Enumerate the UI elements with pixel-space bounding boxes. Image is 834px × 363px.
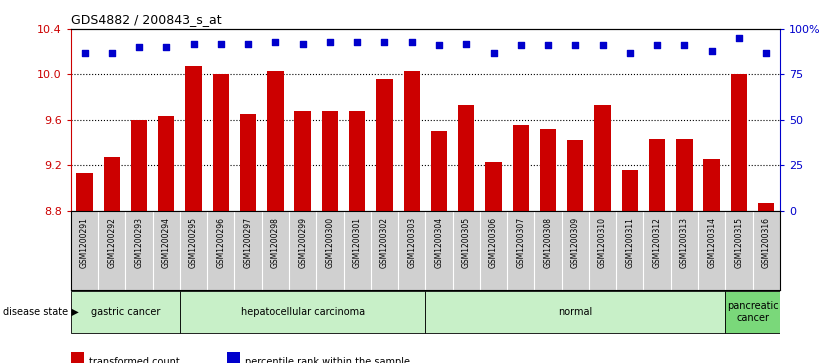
Text: GSM1200299: GSM1200299: [298, 217, 307, 268]
Point: [705, 48, 718, 54]
Text: normal: normal: [558, 307, 592, 317]
Text: GSM1200303: GSM1200303: [407, 217, 416, 268]
Bar: [322, 111, 338, 211]
Point: [242, 41, 255, 46]
Point: [487, 50, 500, 56]
Bar: [458, 105, 475, 211]
Text: GSM1200311: GSM1200311: [626, 217, 635, 268]
Point: [514, 42, 527, 48]
Point: [405, 39, 419, 45]
Bar: [131, 120, 148, 211]
Point: [350, 39, 364, 45]
Bar: [485, 162, 502, 211]
Bar: [227, 352, 239, 363]
Text: percentile rank within the sample: percentile rank within the sample: [244, 357, 409, 363]
Bar: [404, 71, 420, 211]
Point: [187, 41, 200, 46]
Bar: [376, 79, 393, 211]
Text: GSM1200298: GSM1200298: [271, 217, 280, 268]
Bar: [540, 129, 556, 211]
Text: pancreatic
cancer: pancreatic cancer: [726, 301, 778, 323]
Point: [541, 42, 555, 48]
Text: GSM1200310: GSM1200310: [598, 217, 607, 268]
Text: GSM1200315: GSM1200315: [735, 217, 743, 268]
Point: [159, 44, 173, 50]
Text: hepatocellular carcinoma: hepatocellular carcinoma: [240, 307, 364, 317]
Bar: [513, 126, 529, 211]
Point: [732, 35, 746, 41]
Point: [324, 39, 337, 45]
Bar: [649, 139, 666, 211]
Bar: [703, 159, 720, 211]
Text: GSM1200304: GSM1200304: [435, 217, 444, 268]
Text: GSM1200316: GSM1200316: [761, 217, 771, 268]
Text: GSM1200314: GSM1200314: [707, 217, 716, 268]
Point: [214, 41, 228, 46]
Text: GSM1200306: GSM1200306: [489, 217, 498, 268]
Bar: [77, 173, 93, 211]
Bar: [595, 105, 610, 211]
Text: GSM1200297: GSM1200297: [244, 217, 253, 268]
Text: GSM1200309: GSM1200309: [570, 217, 580, 268]
Text: GSM1200295: GSM1200295: [189, 217, 198, 268]
Point: [569, 42, 582, 48]
Text: GSM1200296: GSM1200296: [216, 217, 225, 268]
Text: GDS4882 / 200843_s_at: GDS4882 / 200843_s_at: [71, 13, 222, 26]
Point: [760, 50, 773, 56]
Bar: [103, 157, 120, 211]
Bar: [676, 139, 692, 211]
Text: GSM1200293: GSM1200293: [134, 217, 143, 268]
Bar: [431, 131, 447, 211]
Bar: [621, 170, 638, 211]
Bar: [158, 117, 174, 211]
Text: GSM1200313: GSM1200313: [680, 217, 689, 268]
Text: GSM1200305: GSM1200305: [462, 217, 470, 268]
Point: [460, 41, 473, 46]
Bar: [267, 71, 284, 211]
Text: GSM1200300: GSM1200300: [325, 217, 334, 268]
Text: GSM1200291: GSM1200291: [80, 217, 89, 268]
Point: [296, 41, 309, 46]
FancyBboxPatch shape: [180, 291, 425, 333]
Point: [269, 39, 282, 45]
Text: GSM1200301: GSM1200301: [353, 217, 362, 268]
Text: GSM1200312: GSM1200312: [652, 217, 661, 268]
Text: GSM1200302: GSM1200302: [380, 217, 389, 268]
Bar: [71, 352, 83, 363]
Point: [133, 44, 146, 50]
Point: [651, 42, 664, 48]
Text: transformed count: transformed count: [88, 357, 179, 363]
Text: gastric cancer: gastric cancer: [91, 307, 160, 317]
Text: GSM1200294: GSM1200294: [162, 217, 171, 268]
Bar: [213, 74, 229, 211]
Point: [378, 39, 391, 45]
Bar: [294, 111, 311, 211]
Point: [678, 42, 691, 48]
Text: GSM1200308: GSM1200308: [544, 217, 553, 268]
FancyBboxPatch shape: [425, 291, 726, 333]
FancyBboxPatch shape: [726, 291, 780, 333]
Bar: [567, 140, 584, 211]
Point: [78, 50, 91, 56]
Point: [432, 42, 445, 48]
Bar: [185, 66, 202, 211]
Bar: [731, 74, 747, 211]
Text: GSM1200307: GSM1200307: [516, 217, 525, 268]
Point: [105, 50, 118, 56]
Point: [623, 50, 636, 56]
FancyBboxPatch shape: [71, 291, 180, 333]
Point: [595, 42, 609, 48]
Bar: [758, 203, 774, 211]
Text: disease state ▶: disease state ▶: [3, 307, 78, 317]
Bar: [349, 111, 365, 211]
Text: GSM1200292: GSM1200292: [108, 217, 116, 268]
Bar: [240, 114, 256, 211]
